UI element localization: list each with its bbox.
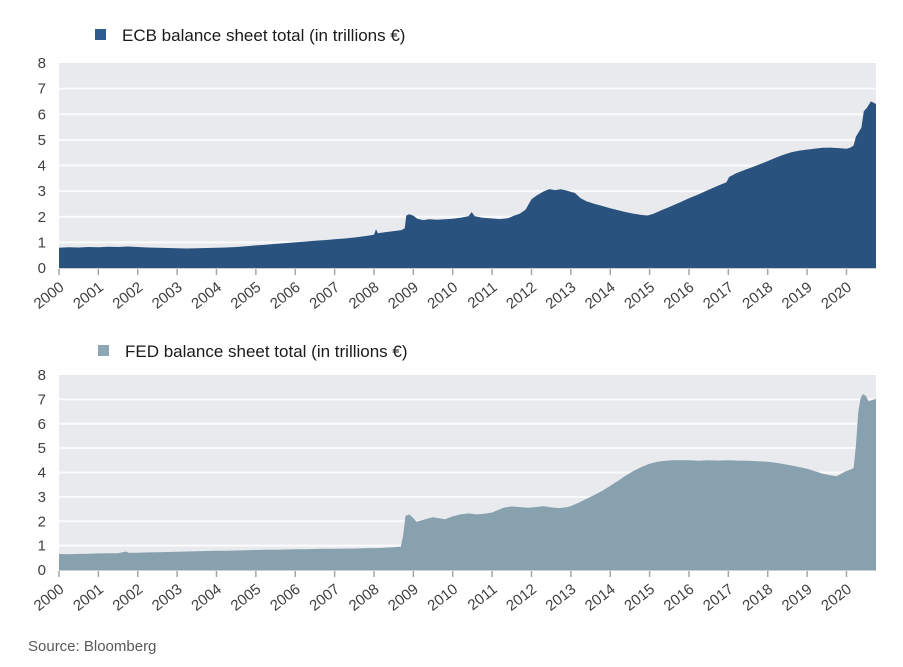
ecb-legend-swatch-icon: [95, 29, 106, 40]
ecb-x-tick-label: 2016: [661, 279, 698, 313]
fed-y-tick-label: 2: [38, 513, 46, 530]
fed-y-tick-label: 7: [38, 391, 46, 408]
ecb-x-tick-label: 2000: [31, 279, 68, 313]
ecb-x-tick-label: 2008: [346, 279, 383, 313]
fed-x-tick-label: 2013: [543, 581, 580, 615]
fed-plot-area: 2000 2001 2002 2003 2004 2005 2006 2007 2008 2009…: [31, 367, 876, 615]
fed-legend-swatch-icon: [98, 345, 109, 356]
ecb-x-tick-label: 2007: [306, 279, 343, 313]
ecb-y-tick-label: 1: [38, 234, 46, 251]
fed-y-tick-label: 4: [38, 465, 46, 482]
fed-x-tick-label: 2010: [424, 581, 461, 615]
fed-x-tick-label: 2001: [70, 581, 107, 615]
ecb-y-tick-label: 0: [38, 260, 46, 277]
fed-y-tick-label: 6: [38, 416, 46, 433]
fed-legend-title: FED balance sheet total (in trillions €): [125, 342, 408, 361]
fed-x-tick-label: 2012: [503, 581, 540, 615]
ecb-x-tick-label: 2013: [543, 279, 580, 313]
ecb-x-tick-label: 2017: [700, 279, 737, 313]
ecb-balance-sheet-chart: ECB balance sheet total (in trillions €)…: [31, 26, 876, 313]
ecb-y-tick-label: 4: [38, 158, 46, 175]
fed-x-tick-label: 2015: [621, 581, 658, 615]
ecb-x-tick-label: 2003: [149, 279, 186, 313]
ecb-x-tick-label: 2009: [385, 279, 422, 313]
fed-x-tick-label: 2018: [739, 581, 776, 615]
ecb-y-tick-label: 3: [38, 183, 46, 200]
ecb-area-series: [59, 101, 876, 269]
fed-x-tick-label: 2003: [149, 581, 186, 615]
fed-x-tick-label: 2007: [306, 581, 343, 615]
fed-x-tick-label: 2009: [385, 581, 422, 615]
fed-x-tick-label: 2005: [228, 581, 265, 615]
fed-x-tick-label: 2016: [661, 581, 698, 615]
ecb-x-tick-label: 2006: [267, 279, 304, 313]
fed-x-tick-label: 2002: [109, 581, 146, 615]
ecb-y-tick-label: 8: [38, 55, 46, 72]
fed-x-tick-label: 2004: [188, 581, 225, 615]
ecb-plot-area: 2000 2001 2002 2003 2004 2005 2006 2007 2008 2009…: [31, 55, 876, 313]
ecb-legend-title: ECB balance sheet total (in trillions €): [122, 26, 405, 45]
ecb-x-tick-label: 2010: [424, 279, 461, 313]
ecb-y-tick-label: 5: [38, 132, 46, 149]
ecb-x-tick-label: 2011: [465, 279, 501, 312]
ecb-y-tick-label: 6: [38, 106, 46, 123]
fed-y-tick-label: 8: [38, 367, 46, 384]
ecb-x-tick-label: 2018: [739, 279, 776, 313]
ecb-x-tick-label: 2001: [70, 279, 107, 313]
fed-area-series: [59, 394, 876, 570]
ecb-x-tick-label: 2019: [779, 279, 816, 313]
fed-x-tick-label: 2006: [267, 581, 304, 615]
fed-y-tick-label: 1: [38, 538, 46, 555]
fed-y-tick-label: 3: [38, 489, 46, 506]
fed-x-tick-label: 2008: [346, 581, 383, 615]
ecb-y-tick-label: 7: [38, 81, 46, 98]
fed-x-tick-label: 2019: [779, 581, 816, 615]
ecb-x-tick-label: 2012: [503, 279, 540, 313]
fed-x-tick-label: 2014: [582, 581, 619, 615]
fed-balance-sheet-chart: FED balance sheet total (in trillions €)…: [31, 342, 876, 615]
ecb-x-tick-label: 2005: [228, 279, 265, 313]
ecb-x-tick-label: 2014: [582, 279, 619, 313]
fed-x-tick-label: 2020: [818, 581, 855, 615]
fed-y-tick-label: 0: [38, 562, 46, 579]
ecb-x-tick-label: 2020: [818, 279, 855, 313]
ecb-x-tick-label: 2002: [109, 279, 146, 313]
fed-y-tick-label: 5: [38, 440, 46, 457]
fed-x-tick-label: 2011: [465, 581, 501, 614]
ecb-x-tick-label: 2015: [621, 279, 658, 313]
fed-x-tick-label: 2017: [700, 581, 737, 615]
ecb-y-tick-label: 2: [38, 209, 46, 226]
source-note: Source: Bloomberg: [28, 638, 157, 655]
fed-x-tick-label: 2000: [31, 581, 68, 615]
ecb-x-tick-label: 2004: [188, 279, 225, 313]
